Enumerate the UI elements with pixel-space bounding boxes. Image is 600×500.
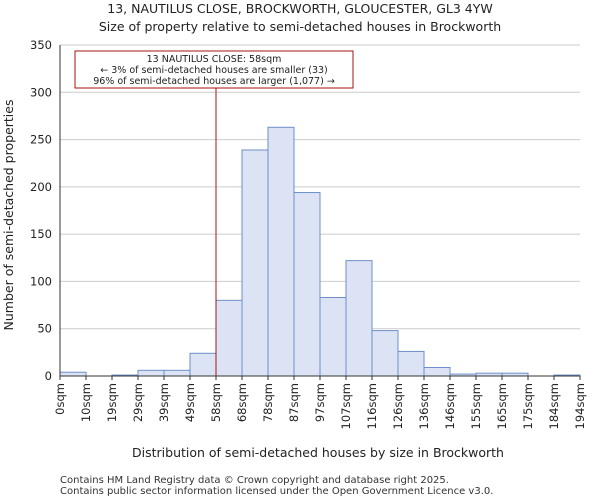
x-tick-label-97sqm: 97sqm [313, 383, 327, 422]
bar-136sqm [423, 366, 451, 377]
x-axis-label: Distribution of semi-detached houses by … [132, 445, 504, 460]
y-tick-label-0: 0 [45, 369, 52, 383]
x-tick-label-107sqm: 107sqm [339, 383, 353, 429]
y-tick-label-50: 50 [37, 322, 52, 336]
bar-0sqm [59, 371, 87, 377]
x-tick-label-126sqm: 126sqm [391, 383, 405, 429]
y-axis-label: Number of semi-detached properties [1, 100, 16, 331]
bar-107sqm [345, 260, 373, 377]
bar-68sqm [241, 149, 269, 377]
annotation-line-3: 96% of semi-detached houses are larger (… [93, 76, 335, 87]
bar-39sqm [163, 369, 191, 377]
bar-58sqm [215, 299, 243, 377]
credit-line-2: Contains public sector information licen… [60, 486, 493, 497]
x-tick-label-165sqm: 165sqm [495, 383, 509, 429]
annotation-border [74, 50, 354, 89]
y-tick-label-300: 300 [30, 85, 52, 99]
y-tick-label-350: 350 [30, 38, 52, 52]
x-tick-label-194sqm: 194sqm [573, 383, 587, 429]
x-tick-label-136sqm: 136sqm [417, 383, 431, 429]
x-tick-label-78sqm: 78sqm [261, 383, 275, 422]
credit-line-1: Contains HM Land Registry data © Crown c… [60, 475, 449, 486]
annotation-box: 13 NAUTILUS CLOSE: 58sqm ← 3% of semi-de… [74, 50, 354, 89]
bar-87sqm [293, 192, 321, 377]
y-tick-labels: 0 50 100 150 200 250 300 350 [30, 38, 52, 383]
y-tick-label-100: 100 [30, 274, 52, 288]
bars [59, 126, 581, 377]
annotation-line-1: 13 NAUTILUS CLOSE: 58sqm [147, 54, 282, 65]
chart-title: 13, NAUTILUS CLOSE, BROCKWORTH, GLOUCEST… [107, 1, 492, 16]
bar-116sqm [371, 330, 399, 377]
bar-97sqm [319, 297, 347, 377]
x-tick-label-29sqm: 29sqm [131, 383, 145, 422]
x-tick-label-146sqm: 146sqm [443, 383, 457, 429]
x-tick-label-175sqm: 175sqm [521, 383, 535, 429]
bar-49sqm [189, 352, 217, 377]
x-tick-label-19sqm: 19sqm [105, 383, 119, 422]
x-tick-label-184sqm: 184sqm [547, 383, 561, 429]
x-tick-label-68sqm: 68sqm [235, 383, 249, 422]
annotation-line-2: ← 3% of semi-detached houses are smaller… [100, 65, 328, 76]
x-tick-label-39sqm: 39sqm [157, 383, 171, 422]
x-tick-label-58sqm: 58sqm [209, 383, 223, 422]
bar-126sqm [397, 350, 425, 377]
x-tick-label-155sqm: 155sqm [469, 383, 483, 429]
chart-subtitle: Size of property relative to semi-detach… [99, 19, 501, 34]
bar-29sqm [137, 369, 165, 377]
x-tick-label-0sqm: 0sqm [53, 383, 67, 415]
x-tick-label-116sqm: 116sqm [365, 383, 379, 429]
x-tick-labels: 0sqm 10sqm 19sqm 29sqm 39sqm 49sqm 58sqm 68sqm 7… [53, 376, 587, 429]
y-tick-label-200: 200 [30, 180, 52, 194]
x-tick-label-87sqm: 87sqm [287, 383, 301, 422]
y-tick-label-250: 250 [30, 133, 52, 147]
x-tick-label-10sqm: 10sqm [79, 383, 93, 422]
y-tick-label-150: 150 [30, 227, 52, 241]
x-tick-label-49sqm: 49sqm [183, 383, 197, 422]
bar-78sqm [267, 126, 295, 377]
